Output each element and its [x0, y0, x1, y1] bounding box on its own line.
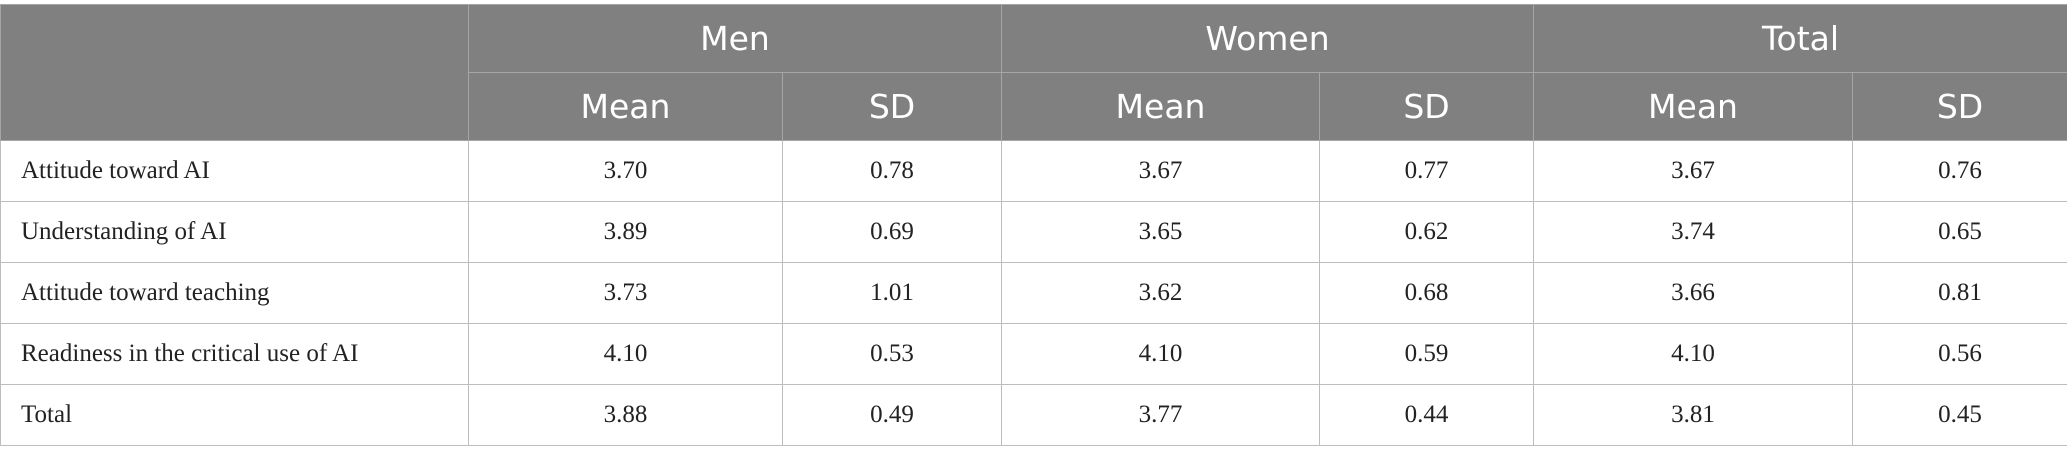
cell-total-sd: 0.76	[1852, 140, 2067, 202]
cell-total-sd: 0.81	[1852, 262, 2067, 324]
row-label: Attitude toward teaching	[0, 262, 469, 324]
header-group-women: Women	[1001, 4, 1535, 73]
header-corner-cell	[0, 4, 469, 141]
cell-total-mean: 3.74	[1533, 201, 1854, 263]
cell-men-mean: 3.89	[468, 201, 783, 263]
table-row: Total 3.88 0.49 3.77 0.44 3.81 0.45	[0, 384, 2067, 446]
row-label: Attitude toward AI	[0, 140, 469, 202]
cell-women-mean: 3.77	[1001, 384, 1321, 446]
row-label: Readiness in the critical use of AI	[0, 323, 469, 385]
header-men-sd: SD	[781, 72, 1003, 141]
header-women-mean: Mean	[1001, 72, 1321, 141]
cell-women-mean: 4.10	[1001, 323, 1321, 385]
header-total-mean: Mean	[1533, 72, 1854, 141]
cell-men-sd: 0.49	[781, 384, 1003, 446]
cell-men-mean: 3.73	[468, 262, 783, 324]
cell-women-sd: 0.59	[1319, 323, 1535, 385]
cell-women-sd: 0.62	[1319, 201, 1535, 263]
table-row: Attitude toward teaching 3.73 1.01 3.62 …	[0, 262, 2067, 324]
table-row: Understanding of AI 3.89 0.69 3.65 0.62 …	[0, 201, 2067, 263]
row-label: Understanding of AI	[0, 201, 469, 263]
table-row: Readiness in the critical use of AI 4.10…	[0, 323, 2067, 385]
header-subcolumn-row: Mean SD Mean SD Mean SD	[1, 72, 2067, 141]
cell-women-mean: 3.67	[1001, 140, 1321, 202]
cell-men-mean: 3.70	[468, 140, 783, 202]
header-total-sd: SD	[1852, 72, 2067, 141]
header-men-mean: Mean	[468, 72, 783, 141]
cell-women-sd: 0.44	[1319, 384, 1535, 446]
cell-total-sd: 0.65	[1852, 201, 2067, 263]
cell-women-mean: 3.65	[1001, 201, 1321, 263]
header-group-men: Men	[467, 4, 1003, 73]
table-row: Attitude toward AI 3.70 0.78 3.67 0.77 3…	[0, 140, 2067, 202]
cell-women-sd: 0.68	[1319, 262, 1535, 324]
cell-total-sd: 0.56	[1852, 323, 2067, 385]
cell-women-mean: 3.62	[1001, 262, 1321, 324]
cell-men-sd: 0.53	[781, 323, 1003, 385]
header-group-total: Total	[1533, 4, 2067, 73]
cell-men-sd: 1.01	[781, 262, 1003, 324]
row-label: Total	[0, 384, 469, 446]
cell-men-mean: 4.10	[468, 323, 783, 385]
cell-total-mean: 3.67	[1533, 140, 1854, 202]
cell-total-sd: 0.45	[1852, 384, 2067, 446]
cell-total-mean: 3.81	[1533, 384, 1854, 446]
cell-total-mean: 4.10	[1533, 323, 1854, 385]
cell-total-mean: 3.66	[1533, 262, 1854, 324]
cell-men-sd: 0.78	[781, 140, 1003, 202]
stats-table: Men Women Total Mean SD Mean SD Mean SD …	[0, 4, 2067, 446]
header-group-row: Men Women Total	[0, 4, 2067, 141]
header-women-sd: SD	[1319, 72, 1535, 141]
cell-men-sd: 0.69	[781, 201, 1003, 263]
cell-women-sd: 0.77	[1319, 140, 1535, 202]
cell-men-mean: 3.88	[468, 384, 783, 446]
